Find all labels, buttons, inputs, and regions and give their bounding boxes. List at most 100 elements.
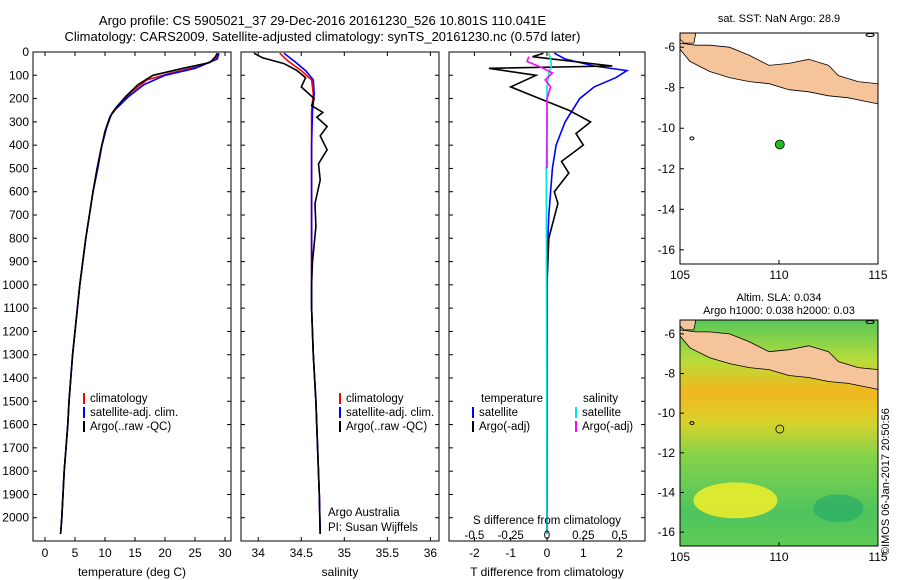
series-line	[253, 52, 329, 535]
y-tick-label: 0	[22, 45, 29, 59]
annotation-pi: PI: Susan Wijffels	[328, 522, 418, 534]
x-tick-label: 36	[424, 546, 438, 560]
x-tick-label: 34.5	[290, 546, 314, 560]
y-tick-label: 300	[9, 115, 29, 129]
x-tick-label: 25	[188, 546, 202, 560]
lat-tick-label: -12	[658, 446, 676, 460]
lat-tick-label: -16	[658, 525, 676, 539]
s-tick-label: 0.25	[572, 530, 594, 542]
y-tick-label: 400	[9, 138, 29, 152]
temperature-panel: 0100200300400500600700800900100011001200…	[2, 45, 232, 579]
sla-map-title-line2: Argo h1000: 0.038 h2000: 0.03	[703, 305, 855, 317]
series-line	[525, 56, 554, 169]
x-tick-label: 5	[72, 546, 79, 560]
x-tick-label: 10	[98, 546, 112, 560]
y-tick-label: 800	[9, 231, 29, 245]
x-tick-label: -2	[469, 546, 480, 560]
lat-tick-label: -8	[664, 367, 675, 381]
s-tick-label: -0.5	[464, 530, 484, 542]
lat-tick-label: -10	[658, 406, 676, 420]
lon-tick-label: 105	[670, 268, 690, 282]
plot-frame	[240, 51, 440, 542]
salinity-panel: 34 34.5 35 35.5 36 salinity climatology satelli…	[240, 51, 440, 579]
lon-tick-label: 110	[769, 268, 788, 282]
sumatra-landmass	[679, 319, 697, 331]
christmas-island	[689, 136, 695, 141]
y-tick-label: 1800	[2, 464, 29, 478]
lat-tick-label: -14	[658, 202, 676, 216]
legend-label: Argo(..raw -QC)	[90, 421, 171, 433]
y-tick-label: 1100	[3, 301, 29, 315]
legend-title-salinity: salinity	[583, 393, 618, 405]
y-tick-label: 1700	[2, 441, 29, 455]
lon-tick-label: 105	[670, 550, 690, 564]
x-tick-label: 34	[252, 546, 266, 560]
series-line	[283, 52, 321, 535]
y-tick-label: 900	[9, 255, 29, 269]
legend-label: Argo(-adj)	[479, 421, 530, 433]
lat-tick-label: -16	[658, 243, 676, 257]
y-tick-label: 100	[9, 68, 29, 82]
lat-tick-label: -10	[658, 121, 676, 135]
legend-label: climatology	[346, 393, 404, 405]
series-line	[279, 52, 321, 535]
chart-title-line2: Climatology: CARS2009. Satellite-adjuste…	[64, 29, 581, 44]
x-tick-label: 0	[42, 546, 49, 560]
x-tick-label: 35	[338, 546, 352, 560]
y-tick-label: 1500	[2, 394, 29, 408]
sumatra-landmass	[679, 32, 697, 44]
x-axis-label: T difference from climatology	[470, 565, 624, 579]
y-tick-label: 2000	[2, 511, 29, 525]
legend-label: satellite	[479, 407, 518, 419]
sla-map-title-line1: Altim. SLA: 0.034	[736, 292, 822, 304]
legend-label: climatology	[90, 393, 148, 405]
sst-map-title: sat. SST: NaN Argo: 28.9	[717, 13, 841, 25]
series-line	[59, 52, 220, 535]
lat-tick-label: -14	[658, 485, 676, 499]
x-tick-label: -1	[505, 546, 516, 560]
y-tick-label: 700	[9, 208, 29, 222]
y-tick-label: 1000	[2, 278, 29, 292]
lat-tick-label: -8	[664, 81, 675, 95]
s-tick-label: 0	[544, 530, 550, 542]
legend-label: satellite-adj. clim.	[90, 407, 178, 419]
x-axis-label: temperature (deg C)	[78, 565, 186, 579]
legend-label: Argo(-adj)	[582, 421, 633, 433]
difference-panel: -2 -1 0 1 2 T difference from climatology temp…	[448, 51, 646, 579]
island	[865, 33, 875, 38]
x-tick-label: 2	[616, 546, 623, 560]
lat-tick-label: -6	[664, 40, 675, 54]
series-line	[488, 52, 613, 534]
lon-tick-label: 115	[868, 268, 887, 282]
float-location-marker	[775, 424, 785, 434]
sla-low-patch	[813, 494, 864, 523]
lat-tick-label: -12	[658, 162, 676, 176]
legend-label: satellite	[582, 407, 621, 419]
x-tick-label: 1	[580, 546, 587, 560]
y-tick-label: 200	[9, 92, 29, 106]
y-tick-label: 600	[9, 185, 29, 199]
lon-tick-label: 110	[769, 550, 788, 564]
sla-high-patch	[693, 482, 778, 519]
y-tick-label: 1400	[2, 371, 29, 385]
series-line	[59, 52, 219, 535]
x-tick-label: 30	[218, 546, 232, 560]
lon-tick-label: 115	[868, 550, 887, 564]
x-axis-label: salinity	[322, 565, 359, 579]
y-tick-label: 1600	[2, 418, 29, 432]
lat-tick-label: -6	[664, 327, 675, 341]
s-tick-label: -0.25	[498, 530, 524, 542]
christmas-island	[689, 421, 695, 426]
y-tick-label: 500	[9, 161, 29, 175]
y-tick-label: 1200	[2, 324, 29, 338]
chart-title-line1: Argo profile: CS 5905021_37 29-Dec-2016 …	[98, 13, 547, 28]
x-tick-label: 0	[544, 546, 551, 560]
sst-location-map: 105 110 115 -6 -8 -10 -12 -14 -16	[658, 32, 888, 282]
legend-label: satellite-adj. clim.	[346, 407, 434, 419]
legend-title-temperature: temperature	[481, 393, 543, 405]
s-tick-label: 0.5	[612, 530, 628, 542]
y-tick-label: 1300	[2, 348, 29, 362]
series-line	[59, 52, 218, 535]
y-tick-label: 1900	[2, 487, 29, 501]
